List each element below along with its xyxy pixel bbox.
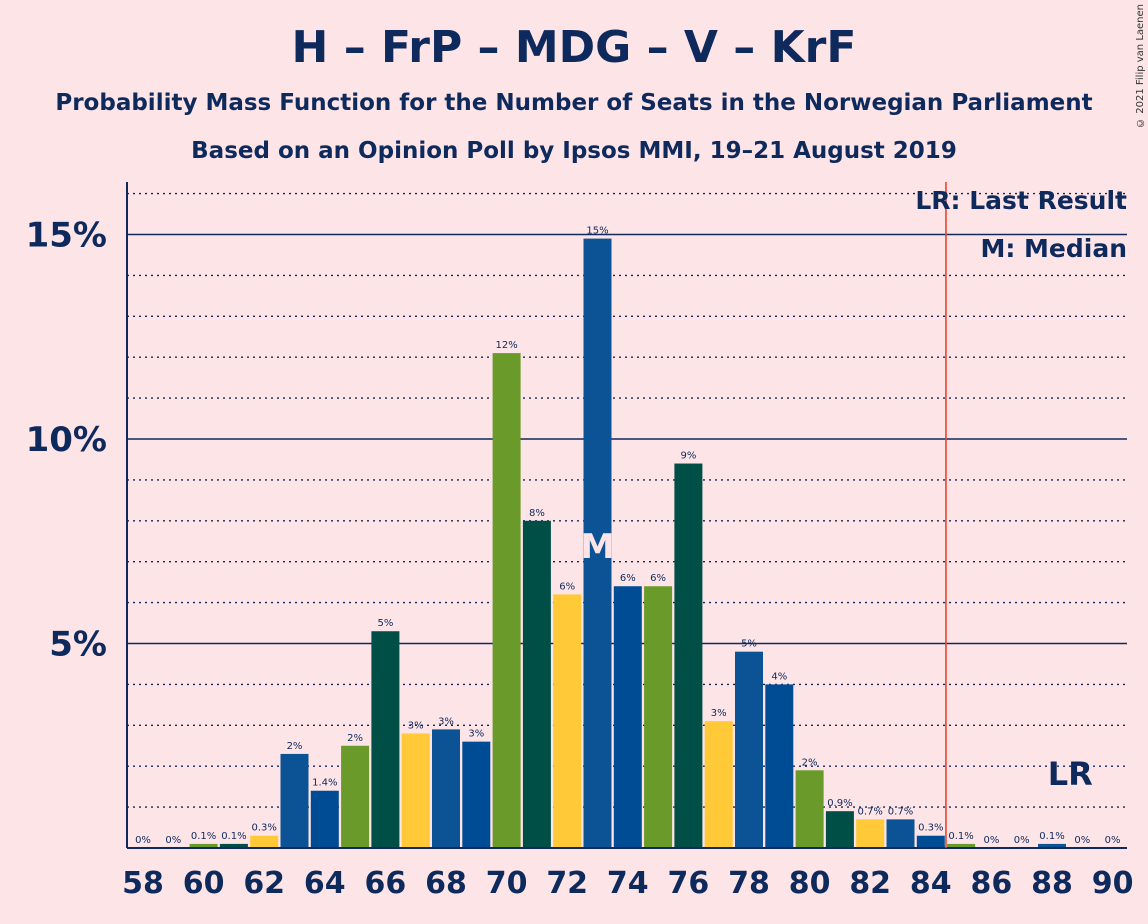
bar-seat-74 bbox=[613, 586, 642, 848]
value-label-seat-83: 0.7% bbox=[888, 806, 913, 817]
y-tick-label: 15% bbox=[26, 216, 107, 256]
value-label-seat-58: 0% bbox=[135, 835, 151, 846]
median-marker: M bbox=[581, 527, 615, 567]
bar-seat-64 bbox=[310, 790, 339, 848]
x-tick-label: 72 bbox=[546, 866, 588, 901]
value-label-seat-82: 0.7% bbox=[857, 806, 882, 817]
chart-subtitle-1: Probability Mass Function for the Number… bbox=[55, 90, 1093, 116]
bar-seat-73 bbox=[583, 238, 612, 849]
legend-last-result: LR: Last Result bbox=[915, 186, 1127, 215]
value-label-seat-81: 0.9% bbox=[827, 798, 852, 809]
x-tick-label: 66 bbox=[365, 866, 407, 901]
x-tick-label: 86 bbox=[971, 866, 1013, 901]
value-label-seat-73: 15% bbox=[586, 226, 608, 237]
bar-seat-70 bbox=[492, 353, 521, 848]
y-tick-label: 10% bbox=[26, 420, 107, 460]
value-label-seat-79: 4% bbox=[771, 671, 787, 682]
x-tick-label: 58 bbox=[122, 866, 164, 901]
value-label-seat-88: 0.1% bbox=[1039, 831, 1064, 842]
value-label-seat-67: 3% bbox=[408, 720, 424, 731]
x-tick-label: 90 bbox=[1092, 866, 1134, 901]
x-tick-label: 80 bbox=[789, 866, 831, 901]
legend-median: M: Median bbox=[980, 234, 1127, 263]
bar-seat-69 bbox=[462, 741, 491, 848]
bar-seat-78 bbox=[735, 651, 763, 848]
value-label-seat-71: 8% bbox=[529, 508, 545, 519]
bar-seat-67 bbox=[401, 733, 430, 848]
bar-seat-77 bbox=[704, 721, 733, 848]
bar-seat-75 bbox=[644, 586, 673, 848]
chart-subtitle-2: Based on an Opinion Poll by Ipsos MMI, 1… bbox=[191, 138, 957, 164]
value-label-seat-77: 3% bbox=[711, 708, 727, 719]
x-tick-label: 74 bbox=[607, 866, 649, 901]
x-tick-label: 82 bbox=[849, 866, 891, 901]
bar-seat-65 bbox=[341, 745, 370, 848]
bar-seat-82 bbox=[856, 819, 885, 848]
value-label-seat-85: 0.1% bbox=[948, 831, 973, 842]
value-label-seat-78: 5% bbox=[741, 639, 757, 650]
value-label-seat-87: 0% bbox=[1014, 835, 1030, 846]
value-label-seat-72: 6% bbox=[559, 581, 575, 592]
value-label-seat-62: 0.3% bbox=[251, 823, 276, 834]
bar-seat-62 bbox=[250, 835, 279, 848]
bar-seat-79 bbox=[765, 684, 794, 848]
bar-seat-84 bbox=[916, 835, 945, 848]
bar-seat-63 bbox=[280, 753, 309, 848]
x-tick-label: 64 bbox=[304, 866, 346, 901]
bar-seat-85 bbox=[947, 843, 976, 848]
x-tick-label: 70 bbox=[486, 866, 528, 901]
value-label-seat-64: 1.4% bbox=[312, 778, 337, 789]
bar-seat-68 bbox=[432, 729, 460, 848]
value-label-seat-68: 3% bbox=[438, 716, 454, 727]
bar-seat-88 bbox=[1038, 843, 1066, 848]
x-tick-label: 76 bbox=[668, 866, 710, 901]
value-label-seat-66: 5% bbox=[377, 618, 393, 629]
bar-seat-83 bbox=[886, 819, 915, 848]
markers: M LR bbox=[581, 182, 1093, 848]
x-tick-label: 84 bbox=[910, 866, 952, 901]
value-label-seat-60: 0.1% bbox=[191, 831, 216, 842]
y-tick-label: 5% bbox=[49, 625, 107, 665]
x-tick-label: 68 bbox=[425, 866, 467, 901]
bar-seat-81 bbox=[825, 811, 854, 848]
value-label-seat-84: 0.3% bbox=[918, 823, 943, 834]
axes: 5% 10% 15% 58 60 62 64 66 68 70 72 74 76 78 80 82 84 86 88… bbox=[26, 182, 1134, 901]
value-label-seat-70: 12% bbox=[495, 340, 517, 351]
value-label-seat-59: 0% bbox=[165, 835, 181, 846]
value-label-seat-65: 2% bbox=[347, 733, 363, 744]
value-label-seat-63: 2% bbox=[287, 741, 303, 752]
last-result-marker: LR bbox=[1048, 755, 1093, 793]
value-label-seat-75: 6% bbox=[650, 573, 666, 584]
value-label-seat-80: 2% bbox=[802, 757, 818, 768]
value-label-seat-90: 0% bbox=[1105, 835, 1121, 846]
value-label-seat-89: 0% bbox=[1074, 835, 1090, 846]
value-label-seat-76: 9% bbox=[680, 451, 696, 462]
bar-seat-76 bbox=[674, 463, 703, 848]
x-tick-label: 88 bbox=[1031, 866, 1073, 901]
value-labels: 0% 0% 0.1% 0.1% 0.3% 2% 1.4% 2% 5% 3% 3% 3% 12% 8% 6% 1… bbox=[135, 226, 1120, 846]
value-label-seat-74: 6% bbox=[620, 573, 636, 584]
chart-title: H – FrP – MDG – V – KrF bbox=[291, 22, 857, 73]
x-tick-label: 60 bbox=[183, 866, 225, 901]
bar-seat-80 bbox=[795, 770, 824, 848]
value-label-seat-69: 3% bbox=[468, 729, 484, 740]
value-label-seat-61: 0.1% bbox=[221, 831, 246, 842]
bar-seat-72 bbox=[553, 594, 582, 848]
bar-seat-61 bbox=[219, 843, 248, 848]
x-tick-label: 62 bbox=[243, 866, 285, 901]
bar-seat-71 bbox=[522, 520, 551, 848]
bars bbox=[189, 238, 1066, 849]
bar-seat-60 bbox=[189, 843, 218, 848]
bar-seat-66 bbox=[371, 631, 400, 848]
x-tick-label: 78 bbox=[728, 866, 770, 901]
value-label-seat-86: 0% bbox=[983, 835, 999, 846]
